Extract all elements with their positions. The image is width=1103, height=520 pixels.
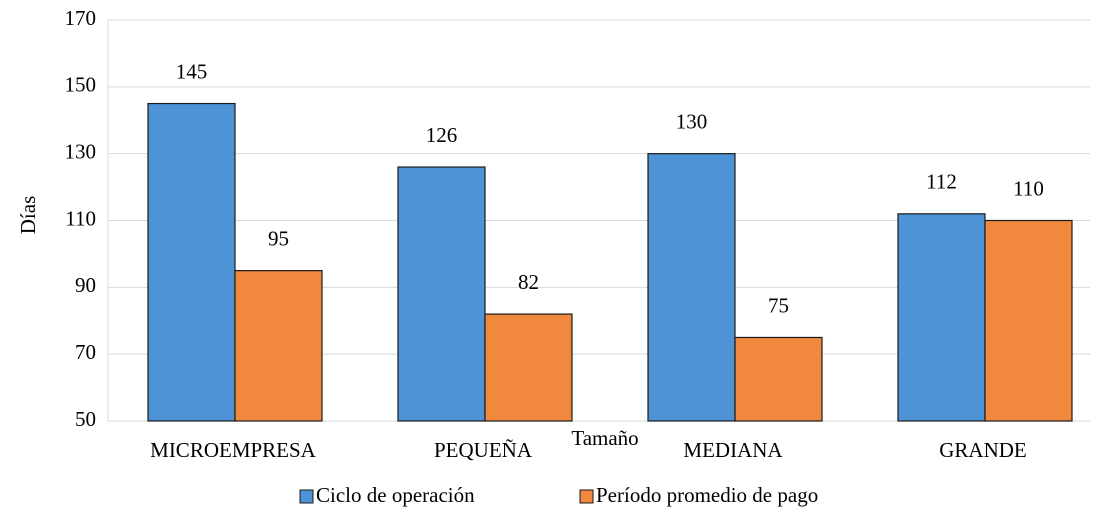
data-label: 82 — [518, 270, 539, 294]
bar — [984, 219, 1073, 422]
data-label: 130 — [676, 109, 708, 133]
y-axis-label: Días — [16, 196, 40, 235]
bar — [234, 270, 323, 422]
y-tick-label: 110 — [65, 206, 96, 230]
y-tick-label: 150 — [65, 73, 97, 97]
bar — [897, 213, 986, 422]
x-axis-label: Tamaño — [571, 426, 638, 450]
data-label: 75 — [768, 293, 789, 317]
data-label: 112 — [926, 170, 957, 194]
data-label: 126 — [426, 123, 458, 147]
legend-swatch — [579, 489, 594, 504]
y-tick-label: 170 — [65, 6, 97, 30]
legend-swatch — [299, 489, 314, 504]
y-tick-label: 90 — [75, 273, 96, 297]
y-tick-label: 50 — [75, 407, 96, 431]
y-tick-label: 130 — [65, 139, 97, 163]
data-label: 110 — [1013, 176, 1044, 200]
bar — [647, 153, 736, 422]
bar — [734, 336, 823, 422]
data-label: 145 — [176, 59, 208, 83]
bar — [147, 102, 236, 422]
x-tick-label: PEQUEÑA — [434, 438, 533, 462]
x-tick-label: MEDIANA — [683, 438, 783, 462]
y-tick-label: 70 — [75, 340, 96, 364]
data-label: 95 — [268, 226, 289, 250]
x-tick-label: MICROEMPRESA — [150, 438, 317, 462]
legend-label: Período promedio de pago — [596, 483, 818, 507]
bar — [397, 166, 486, 422]
bar — [484, 313, 573, 422]
x-tick-label: GRANDE — [939, 438, 1027, 462]
legend-label: Ciclo de operación — [316, 483, 475, 507]
